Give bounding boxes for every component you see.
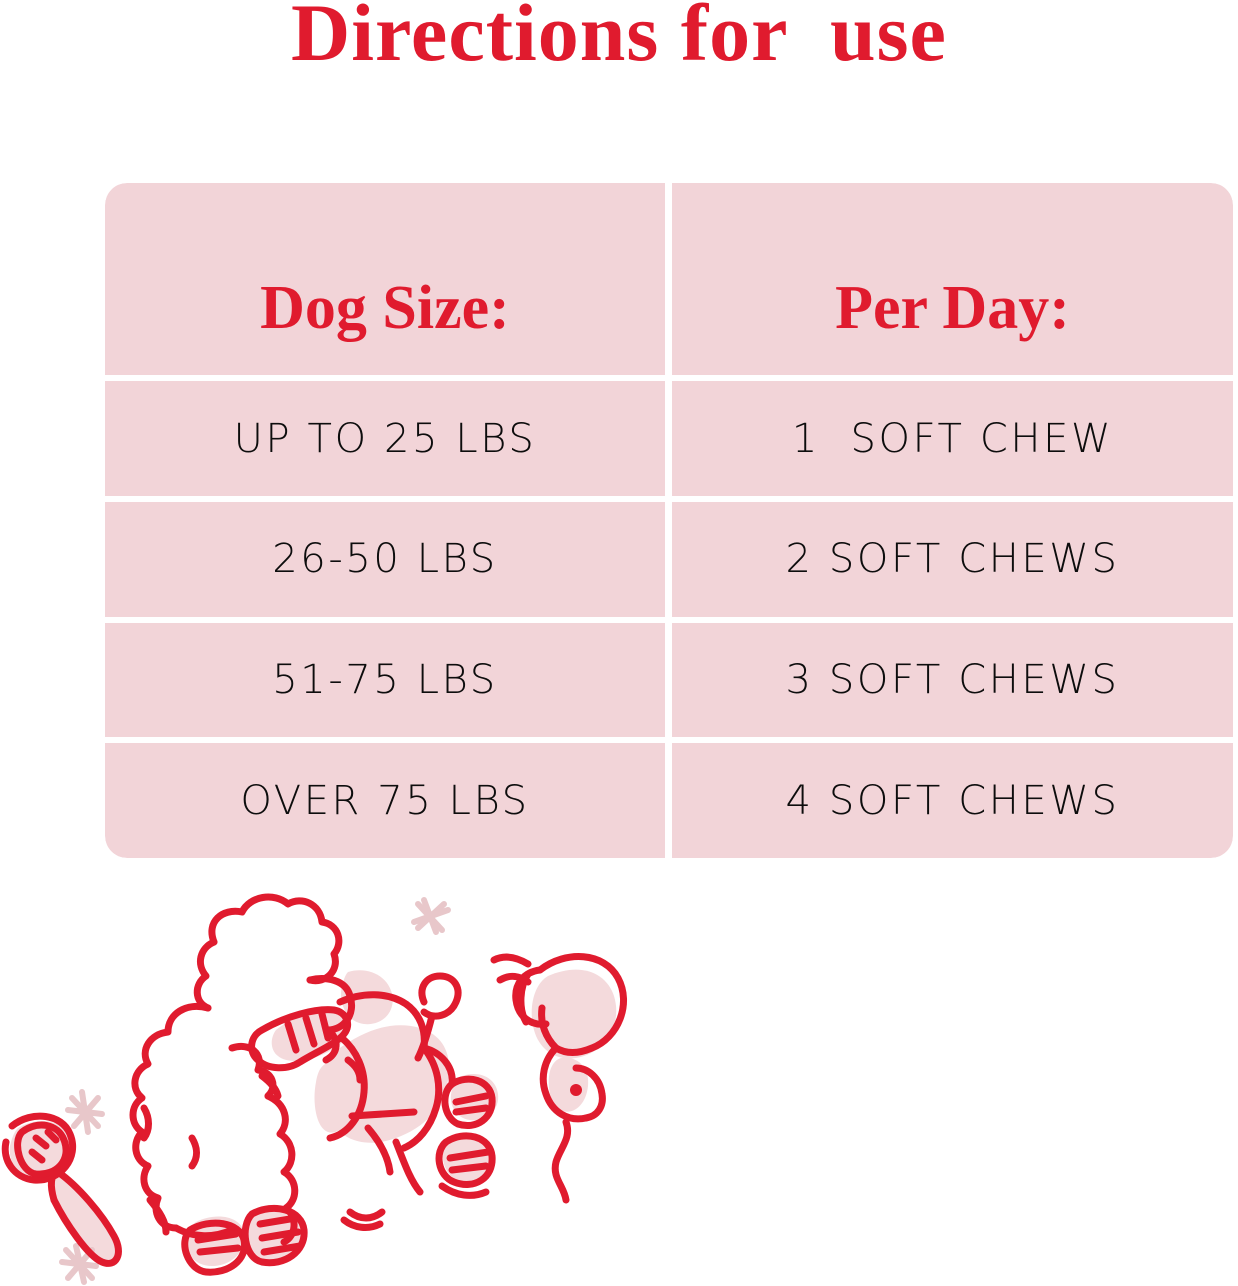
per-day-cell: 3 SOFT CHEWS <box>672 622 1233 738</box>
table-row: 51-75 LBS 3 SOFT CHEWS <box>105 622 1233 738</box>
table-header-row: Dog Size: Per Day: <box>105 183 1233 376</box>
dog-size-value: UP TO 25 LBS <box>233 415 537 462</box>
per-day-cell: 4 SOFT CHEWS <box>672 743 1233 858</box>
table-row: 26-50 LBS 2 SOFT CHEWS <box>105 502 1233 617</box>
table-row: OVER 75 LBS 4 SOFT CHEWS <box>105 743 1233 858</box>
dog-size-value: 26-50 LBS <box>272 536 498 583</box>
table-header-cell-per-day: Per Day: <box>672 183 1233 376</box>
dog-size-value: OVER 75 LBS <box>240 777 530 824</box>
dog-size-value: 51-75 LBS <box>272 657 498 704</box>
poodle-grooming-illustration <box>0 880 640 1286</box>
page-title: Directions for use <box>291 0 947 78</box>
dog-size-cell: 51-75 LBS <box>105 622 665 738</box>
poodle-grooming-icon <box>1 893 627 1285</box>
per-day-value: 1 SOFT CHEW <box>791 415 1114 462</box>
per-day-value: 4 SOFT CHEWS <box>785 777 1120 824</box>
per-day-header-label: Per Day: <box>835 274 1070 343</box>
dosage-table: Dog Size: Per Day: UP TO 25 LBS 1 SOFT C… <box>105 183 1233 858</box>
dog-size-header-label: Dog Size: <box>260 274 510 343</box>
dog-size-cell: UP TO 25 LBS <box>105 381 665 497</box>
table-row: UP TO 25 LBS 1 SOFT CHEW <box>105 381 1233 497</box>
dog-size-cell: 26-50 LBS <box>105 502 665 617</box>
dog-size-cell: OVER 75 LBS <box>105 743 665 858</box>
per-day-cell: 1 SOFT CHEW <box>672 381 1233 497</box>
per-day-cell: 2 SOFT CHEWS <box>672 502 1233 617</box>
table-header-cell-dog-size: Dog Size: <box>105 183 665 376</box>
per-day-value: 3 SOFT CHEWS <box>785 657 1120 704</box>
per-day-value: 2 SOFT CHEWS <box>785 536 1120 583</box>
